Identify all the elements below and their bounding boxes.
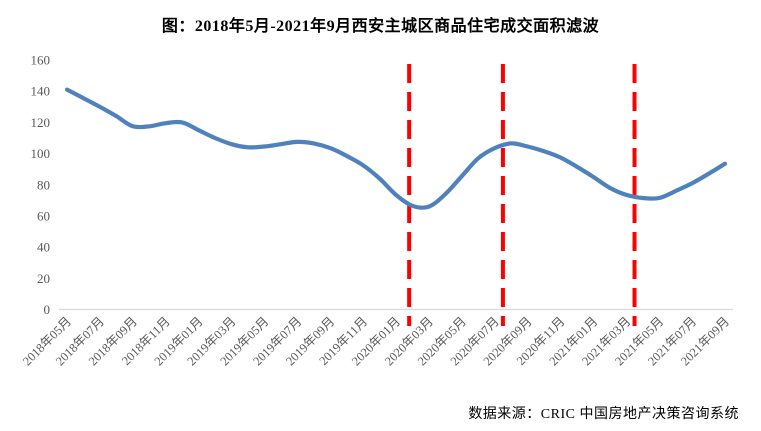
- data-line-series: [64, 87, 728, 210]
- source-note: 数据来源：CRIC 中国房地产决策咨询系统: [468, 407, 739, 422]
- chart-title: 图：2018年5月-2021年9月西安主城区商品住宅成交面积滤波: [161, 18, 600, 35]
- y-axis-tick-label: 140: [31, 84, 51, 99]
- y-axis-tick-label: 100: [31, 146, 51, 161]
- y-axis-tick-label: 40: [37, 240, 50, 255]
- y-axis-tick-label: 60: [37, 208, 50, 223]
- y-axis-tick-label: 160: [31, 53, 51, 68]
- y-axis-tick-label: 20: [37, 271, 50, 286]
- y-axis-tick-label: 120: [31, 115, 51, 130]
- y-axis-tick-label: 0: [44, 302, 51, 317]
- y-axis-tick-label: 80: [37, 177, 50, 192]
